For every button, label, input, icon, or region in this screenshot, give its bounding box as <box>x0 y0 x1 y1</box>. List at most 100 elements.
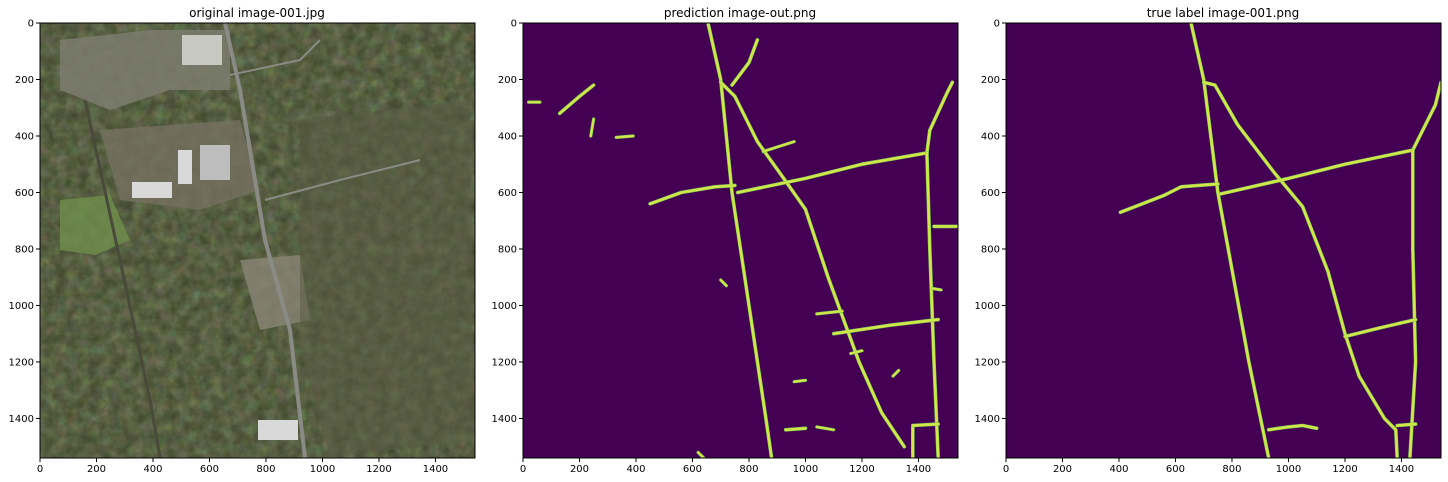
prediction-image <box>523 23 958 458</box>
road-fragment <box>815 310 844 315</box>
y-tick-label: 1400 <box>9 414 34 425</box>
y-tick-label: 1000 <box>975 301 1000 312</box>
x-tick-label: 200 <box>87 464 106 475</box>
y-tick-label: 0 <box>511 19 517 30</box>
x-tick-label: 1200 <box>849 464 874 475</box>
road-segment <box>1408 148 1417 458</box>
road-segment <box>736 151 929 194</box>
x-tick-label: 1400 <box>423 464 448 475</box>
y-tick-label: 800 <box>981 244 1000 255</box>
road-fragment <box>589 118 595 137</box>
y-tick-label: 1200 <box>9 357 34 368</box>
road-segment <box>1119 182 1220 214</box>
aerial-road <box>223 23 307 458</box>
aerial-roof <box>132 182 172 198</box>
road-mask <box>527 23 958 458</box>
road-segment <box>911 422 940 427</box>
aerial-roof <box>200 145 230 180</box>
aerial-parking <box>182 35 222 65</box>
y-tick-label: 600 <box>15 188 34 199</box>
x-tick-label: 1000 <box>1276 464 1301 475</box>
y-tick-label: 400 <box>981 131 1000 142</box>
road-fragment <box>719 279 728 287</box>
x-tick-label: 1000 <box>793 464 818 475</box>
road-segment <box>1189 23 1270 458</box>
x-tick-label: 200 <box>570 464 589 475</box>
x-tick-label: 400 <box>626 464 645 475</box>
axis-ticks: 0 200 400 600 800 1000 1200 1400 0 200 400 600 800 10… <box>492 19 932 476</box>
x-tick-label: 400 <box>1109 464 1128 475</box>
aerial-road <box>229 39 321 76</box>
road-segment <box>832 318 940 335</box>
y-tick-label: 1000 <box>492 301 517 312</box>
road-segment <box>648 184 737 205</box>
road-mask <box>1118 23 1441 458</box>
axes-frame <box>522 22 959 459</box>
aerial-image <box>40 23 475 458</box>
road-segment <box>706 23 773 458</box>
road-fragment <box>793 379 807 383</box>
label-image <box>1006 23 1441 458</box>
y-tick-label: 1000 <box>9 301 34 312</box>
road-segment <box>1202 81 1399 458</box>
road-segment <box>925 81 954 155</box>
road-fragment <box>931 287 943 291</box>
y-tick-label: 1400 <box>492 414 517 425</box>
y-tick-label: 0 <box>994 19 1000 30</box>
aerial-road <box>264 159 421 201</box>
panel-prediction: prediction image-out.png 0 200 400 600 800 10… <box>492 6 959 476</box>
x-tick-label: 0 <box>1003 464 1009 475</box>
x-tick-label: 600 <box>200 464 219 475</box>
road-segment <box>925 151 940 458</box>
panel-title: original image-001.jpg <box>189 6 325 20</box>
y-tick-label: 200 <box>15 75 34 86</box>
aerial-rail <box>83 99 162 458</box>
road-fragment <box>815 425 835 431</box>
aerial-field <box>60 195 130 255</box>
road-fragment <box>892 369 900 378</box>
mask-background <box>1006 23 1441 458</box>
aerial-lot <box>240 255 310 330</box>
aerial-residential <box>300 100 475 458</box>
axes-frame <box>1005 22 1442 459</box>
road-segment <box>1343 318 1417 338</box>
x-tick-label: 1200 <box>1332 464 1357 475</box>
panel-true-label: true label image-001.png 0 200 400 600 800 10… <box>975 6 1442 476</box>
x-tick-label: 1400 <box>906 464 931 475</box>
y-tick-label: 0 <box>28 19 34 30</box>
road-segment <box>730 38 759 87</box>
x-tick-label: 200 <box>1053 464 1072 475</box>
x-tick-label: 400 <box>143 464 162 475</box>
x-tick-label: 800 <box>256 464 275 475</box>
road-segment <box>719 81 906 448</box>
panel-title: true label image-001.png <box>1147 6 1300 20</box>
x-tick-label: 800 <box>739 464 758 475</box>
x-tick-label: 600 <box>1166 464 1185 475</box>
aerial-roof <box>178 150 192 184</box>
x-tick-label: 0 <box>37 464 43 475</box>
y-tick-label: 400 <box>15 131 34 142</box>
x-tick-label: 600 <box>683 464 702 475</box>
aerial-roof <box>258 420 298 440</box>
road-segment <box>558 83 595 115</box>
x-tick-label: 1000 <box>310 464 335 475</box>
x-tick-label: 1400 <box>1389 464 1414 475</box>
road-segment <box>1396 422 1417 427</box>
x-tick-label: 800 <box>1222 464 1241 475</box>
road-fragment <box>762 140 796 153</box>
x-tick-label: 1200 <box>366 464 391 475</box>
axis-ticks: 0 200 400 600 800 1000 1200 1400 0 200 400 600 800 10… <box>9 19 449 476</box>
road-fragment <box>849 349 863 355</box>
y-tick-label: 800 <box>498 244 517 255</box>
axis-ticks: 0 200 400 600 800 1000 1200 1400 0 200 400 600 800 10… <box>975 19 1415 476</box>
road-fragment <box>615 135 635 139</box>
road-segment <box>1267 424 1318 431</box>
y-tick-label: 200 <box>498 75 517 86</box>
y-tick-label: 1200 <box>975 357 1000 368</box>
road-segment <box>1411 81 1441 152</box>
y-tick-label: 400 <box>498 131 517 142</box>
y-tick-label: 600 <box>498 188 517 199</box>
y-tick-label: 1400 <box>975 414 1000 425</box>
panel-original: original image-001.jpg 0 200 400 600 800 1000… <box>9 6 476 476</box>
